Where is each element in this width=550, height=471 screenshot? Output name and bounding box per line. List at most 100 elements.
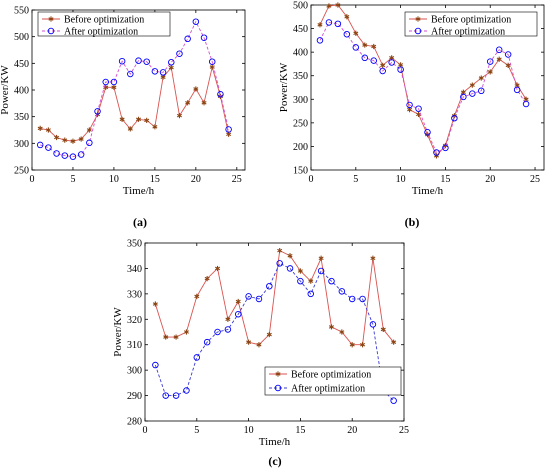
- data-point-before: [318, 255, 324, 261]
- data-point-after: [208, 58, 216, 65]
- data-point-after: [348, 295, 356, 303]
- data-point-after: [118, 57, 126, 65]
- data-point-before: [416, 111, 422, 117]
- chart-panel-3: 0 5 10 15 20 25 280 290 300 310 320 330 340 350 Time/h…: [112, 239, 409, 469]
- data-point-before: [287, 253, 293, 259]
- x-tick-label: 10: [109, 174, 119, 185]
- data-point-after: [486, 58, 494, 65]
- data-point-after: [451, 114, 458, 122]
- series-line-1: [319, 4, 527, 157]
- legend-box: [37, 11, 171, 37]
- data-point-before: [45, 127, 51, 133]
- x-tick-label: 15: [150, 174, 160, 185]
- data-point-before: [54, 134, 60, 141]
- data-point-after: [415, 105, 422, 112]
- data-point-after: [388, 59, 395, 66]
- data-point-before: [266, 331, 272, 338]
- data-point-after: [234, 310, 242, 318]
- x-tick-label: 20: [191, 174, 201, 185]
- data-point-before: [469, 82, 475, 88]
- x-tick-label: 5: [194, 425, 199, 436]
- data-point-after: [102, 78, 109, 86]
- data-point-before: [135, 116, 142, 122]
- data-point-before: [326, 3, 332, 9]
- x-axis-label: Time/h: [412, 185, 444, 197]
- legend-entry-1: Before optimization: [64, 15, 144, 26]
- data-point-after: [143, 58, 150, 65]
- data-point-before: [37, 125, 43, 131]
- data-point-after: [151, 68, 159, 75]
- y-tick-label: 300: [293, 95, 308, 106]
- y-tick-label: 250: [293, 118, 308, 129]
- data-point-after: [334, 20, 342, 28]
- data-point-after: [343, 30, 351, 38]
- data-point-before: [144, 117, 150, 123]
- data-point-after: [36, 141, 44, 149]
- legend-box: [264, 366, 402, 396]
- data-point-before: [317, 22, 323, 28]
- x-tick-label: 25: [232, 174, 242, 185]
- data-point-before: [339, 329, 345, 335]
- data-point-before: [78, 136, 84, 142]
- data-point-after: [325, 19, 333, 26]
- data-point-before: [335, 2, 341, 8]
- data-point-before: [194, 293, 200, 299]
- data-point-after: [379, 67, 386, 75]
- data-point-after: [478, 87, 485, 95]
- data-point-before: [70, 138, 76, 144]
- data-point-after: [77, 151, 85, 158]
- data-point-before: [176, 113, 182, 119]
- data-point-before: [119, 116, 125, 122]
- data-point-after: [159, 69, 167, 76]
- data-point-after: [469, 90, 476, 97]
- data-point-after: [406, 101, 413, 109]
- data-point-after: [162, 392, 169, 399]
- data-point-after: [316, 37, 324, 44]
- data-point-before: [353, 30, 359, 36]
- data-point-after: [224, 326, 232, 333]
- data-point-after: [255, 295, 263, 303]
- data-point-after: [359, 295, 366, 303]
- data-point-after: [513, 86, 521, 94]
- data-point-before: [193, 86, 199, 92]
- panel-label: (a): [133, 215, 147, 229]
- data-point-after: [276, 260, 283, 267]
- y-tick-label: 300: [14, 139, 29, 150]
- data-point-after: [460, 93, 467, 101]
- series-line-2: [319, 21, 527, 154]
- data-point-after: [61, 152, 69, 159]
- y-tick-label: 280: [127, 417, 142, 428]
- y-axis-label: Power/KW: [278, 62, 290, 112]
- x-tick-label: 10: [244, 425, 254, 436]
- chart-panel-1: 0 5 10 15 20 25 250 300 350 400 450 500 550 Time/h Pow…: [0, 6, 246, 229]
- data-point-after: [397, 66, 404, 73]
- x-tick-label: 0: [30, 174, 35, 185]
- y-tick-label: 340: [127, 264, 142, 275]
- data-point-after: [370, 57, 377, 64]
- y-tick-label: 450: [14, 59, 29, 70]
- series-line-1: [154, 249, 394, 346]
- data-point-before: [328, 324, 335, 330]
- data-point-before: [360, 342, 366, 348]
- data-point-before: [380, 62, 386, 68]
- series-line-2: [154, 262, 394, 401]
- data-point-after: [127, 70, 134, 78]
- data-point-before: [173, 334, 179, 340]
- data-point-before: [152, 301, 158, 307]
- data-point-after: [135, 57, 142, 64]
- data-point-before: [127, 126, 133, 132]
- y-tick-label: 400: [14, 86, 29, 97]
- y-tick-label: 450: [293, 24, 308, 35]
- data-point-before: [185, 100, 191, 106]
- data-point-before: [487, 69, 493, 75]
- plot-frame: [144, 242, 405, 422]
- y-tick-label: 300: [127, 366, 142, 377]
- x-tick-label: 20: [347, 425, 357, 436]
- data-point-after: [193, 354, 201, 361]
- data-point-before: [344, 14, 350, 20]
- data-point-after: [328, 277, 335, 285]
- data-point-after: [266, 282, 273, 290]
